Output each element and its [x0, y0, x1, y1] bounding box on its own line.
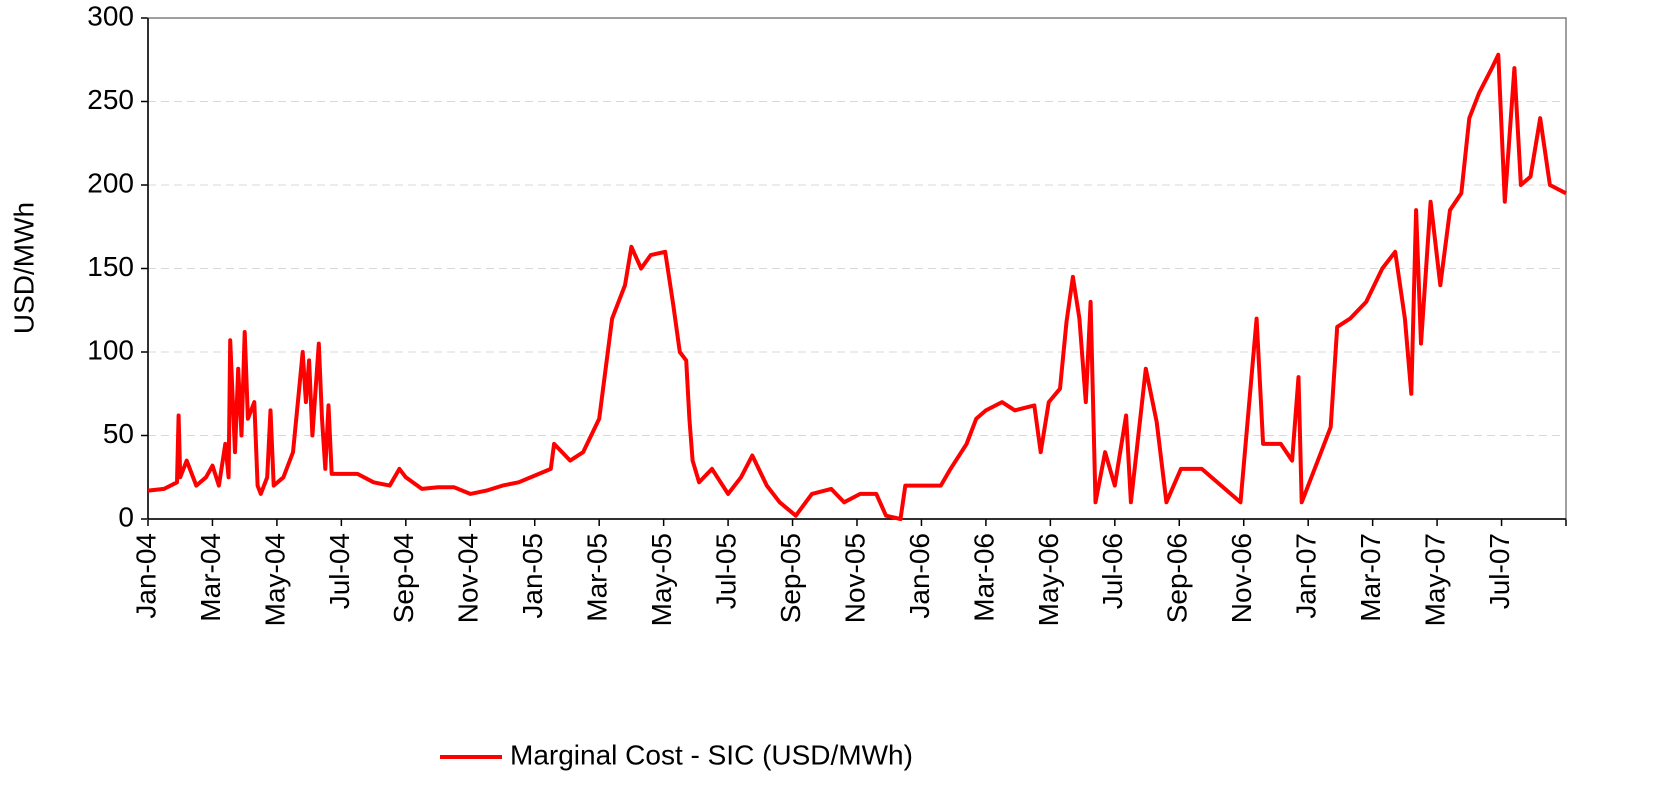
y-tick-label: 100 — [87, 334, 134, 365]
x-tick-label: May-06 — [1033, 533, 1064, 626]
data-line — [147, 52, 1567, 521]
x-tick-label: Mar-07 — [1355, 533, 1386, 622]
x-tick-label: Jul-06 — [1097, 533, 1128, 609]
legend-label: Marginal Cost - SIC (USD/MWh) — [510, 739, 913, 770]
x-tick-label: Jan-06 — [904, 533, 935, 619]
x-tick-label: Mar-05 — [582, 533, 613, 622]
x-tick-label: Sep-05 — [775, 533, 806, 623]
x-tick-label: Jan-05 — [517, 533, 548, 619]
x-tick-label: Nov-04 — [453, 533, 484, 623]
x-tick-label: May-05 — [646, 533, 677, 626]
y-tick-label: 300 — [87, 0, 134, 31]
x-tick-label: Jan-04 — [130, 533, 161, 619]
x-tick-label: Jan-07 — [1291, 533, 1322, 619]
y-tick-label: 0 — [118, 501, 134, 532]
x-tick-label: Sep-04 — [388, 533, 419, 623]
x-tick-label: Sep-06 — [1162, 533, 1193, 623]
y-tick-label: 200 — [87, 167, 134, 198]
x-tick-label: Jul-05 — [710, 533, 741, 609]
x-tick-label: Jul-04 — [324, 533, 355, 609]
x-tick-label: May-07 — [1419, 533, 1450, 626]
y-tick-label: 50 — [103, 418, 134, 449]
x-tick-label: Mar-06 — [968, 533, 999, 622]
x-tick-label: Jul-07 — [1484, 533, 1515, 609]
y-tick-label: 150 — [87, 251, 134, 282]
y-axis-label: USD/MWh — [8, 202, 39, 334]
x-tick-label: Nov-05 — [839, 533, 870, 623]
y-tick-label: 250 — [87, 84, 134, 115]
x-tick-label: May-04 — [259, 533, 290, 626]
x-tick-label: Nov-06 — [1226, 533, 1257, 623]
x-tick-label: Mar-04 — [195, 533, 226, 622]
